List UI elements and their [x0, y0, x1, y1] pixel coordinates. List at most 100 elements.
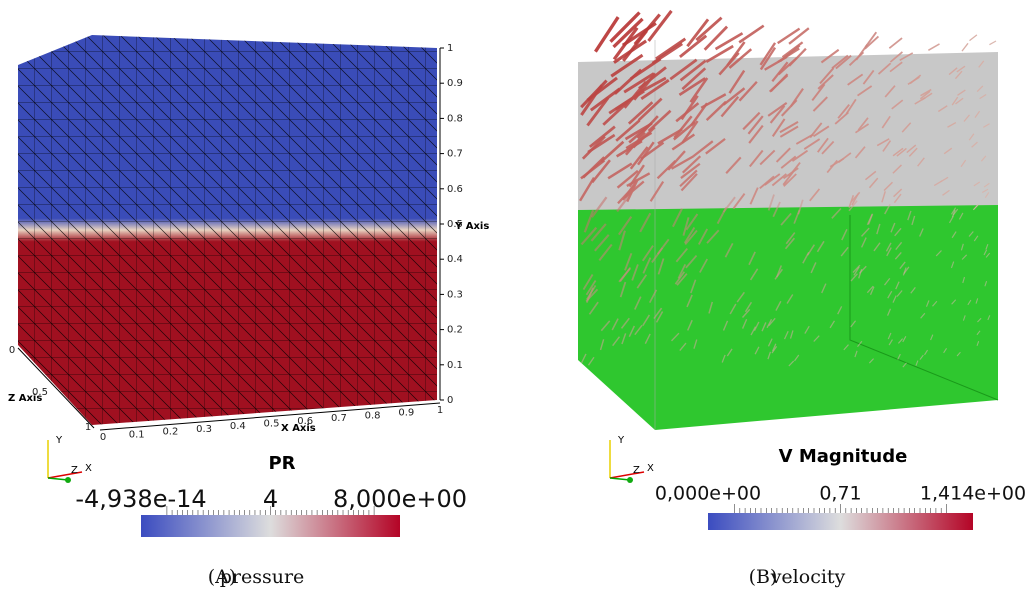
captions: (A) pressure (B) velocity: [208, 566, 846, 588]
arrow: [786, 294, 794, 304]
arrow: [784, 237, 796, 250]
arrow: [599, 339, 605, 351]
arrow: [780, 155, 797, 169]
x-tick-label: 0.2: [162, 427, 178, 438]
arrow: [721, 354, 726, 363]
arrow: [902, 336, 907, 343]
arrow: [637, 141, 655, 166]
triad-label: Z: [71, 465, 78, 476]
triad-label: X: [647, 463, 654, 474]
arrow: [749, 187, 759, 205]
arrow: [907, 210, 912, 221]
arrow: [624, 122, 653, 141]
triad-x: [47, 471, 83, 479]
arrow: [901, 122, 912, 133]
arrow: [609, 11, 641, 43]
arrow: [779, 120, 799, 134]
y-tick-label: 0.6: [447, 184, 463, 195]
arrow: [714, 32, 744, 51]
arrow: [897, 353, 901, 360]
arrow: [718, 51, 740, 76]
arrow: [983, 249, 988, 256]
arrow: [837, 104, 850, 119]
y-tick-label: 0.4: [447, 254, 463, 265]
arrow: [732, 193, 746, 210]
arrow: [783, 330, 789, 340]
arrow: [622, 29, 648, 62]
arrow: [840, 246, 849, 257]
colorbar-label: 0,71: [819, 483, 861, 505]
arrow: [624, 252, 633, 271]
arrow: [655, 311, 664, 323]
arrow: [920, 312, 926, 319]
arrow: [869, 286, 875, 296]
arrow: [720, 95, 740, 118]
arrow: [722, 196, 736, 213]
arrow: [684, 229, 698, 246]
arrow: [889, 61, 903, 73]
arrow: [761, 322, 767, 332]
arrow: [589, 125, 616, 148]
x-tick-label: 0.8: [365, 410, 381, 421]
arrow: [890, 222, 896, 233]
arrow: [777, 47, 800, 63]
arrow: [902, 362, 907, 368]
y-tick-label: 0.8: [447, 113, 463, 124]
arrow: [942, 189, 950, 196]
arrow: [647, 9, 673, 42]
arrow: [809, 188, 821, 202]
arrow: [641, 245, 654, 262]
arrow: [882, 140, 892, 152]
arrow: [580, 79, 608, 109]
arrow: [877, 62, 892, 75]
arrow: [591, 159, 611, 184]
arrow: [690, 279, 697, 294]
arrow: [594, 234, 610, 252]
arrow: [618, 230, 626, 251]
triad-z: [609, 477, 631, 481]
arrow: [985, 244, 989, 250]
arrow: [771, 173, 787, 187]
arrow: [611, 318, 619, 331]
arrow: [771, 118, 786, 137]
y-tick-label: 0.2: [447, 325, 463, 336]
arrow: [785, 232, 796, 245]
arrow: [887, 290, 893, 299]
arrow: [969, 34, 978, 42]
arrow: [600, 140, 625, 163]
arrow: [629, 146, 649, 170]
arrow: [772, 343, 777, 352]
arrow: [892, 164, 902, 174]
arrow: [634, 296, 642, 310]
arrow: [612, 17, 644, 49]
x-tick-label: 0.6: [297, 416, 313, 427]
arrow: [809, 122, 823, 139]
y-tick-label: 0.5: [447, 219, 463, 230]
arrow: [657, 258, 665, 275]
arrow: [893, 193, 902, 204]
arrow: [724, 242, 734, 258]
triad-z: [47, 477, 69, 481]
arrow: [866, 285, 874, 294]
x-tick-label: 0: [100, 432, 106, 443]
arrow: [984, 280, 988, 287]
triad-x: [609, 471, 645, 479]
z-axis-title: Z Axis: [8, 393, 42, 404]
arrow: [943, 348, 948, 354]
arrow: [729, 303, 737, 315]
arrow: [924, 349, 929, 356]
arrow: [779, 125, 799, 138]
arrow: [821, 283, 827, 294]
arrow: [972, 204, 979, 211]
arrow: [925, 300, 930, 307]
arrow: [895, 241, 903, 251]
arrow: [619, 266, 632, 282]
arrow: [876, 223, 881, 235]
arrow: [582, 274, 594, 291]
arrow: [748, 124, 764, 144]
arrow: [961, 254, 968, 260]
arrow: [775, 147, 791, 163]
arrow: [979, 93, 987, 100]
arrow: [989, 40, 997, 46]
arrow: [960, 159, 967, 168]
